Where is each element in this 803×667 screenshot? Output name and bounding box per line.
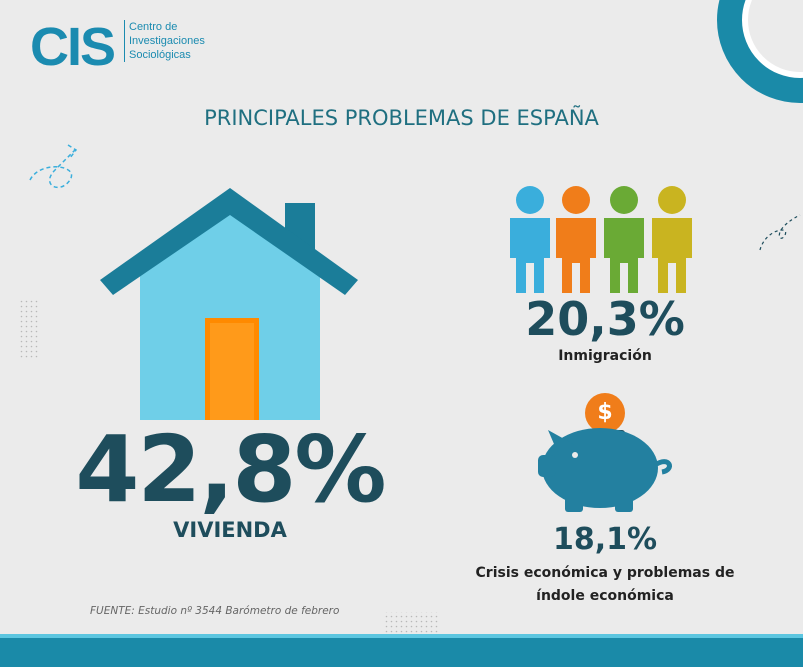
decor-ring bbox=[717, 0, 803, 103]
stat-value: 18,1% bbox=[552, 522, 658, 557]
title: PRINCIPALES PROBLEMAS DE ESPAÑA bbox=[204, 106, 599, 130]
decor-doodle bbox=[759, 214, 801, 251]
footer-bar bbox=[0, 638, 803, 667]
stat-label: Inmigración bbox=[558, 348, 652, 364]
source: FUENTE: Estudio nº 3544 Barómetro de feb… bbox=[90, 605, 340, 617]
decor-doodle bbox=[29, 144, 78, 189]
logo-text: Centro de Investigaciones Sociológicas bbox=[124, 20, 205, 62]
logo-acronym: CIS bbox=[30, 17, 116, 77]
coin-symbol: $ bbox=[597, 400, 613, 425]
decor-ring bbox=[742, 0, 803, 78]
people-icon bbox=[510, 186, 692, 293]
logo-line: Investigaciones bbox=[129, 35, 205, 47]
stat-label: VIVIENDA bbox=[173, 518, 287, 542]
footer-bar bbox=[0, 634, 803, 638]
decor-dots bbox=[20, 300, 440, 636]
logo-line: Sociológicas bbox=[129, 49, 191, 61]
stat-value: 20,3% bbox=[525, 292, 685, 346]
stat-value: 42,8% bbox=[75, 416, 386, 523]
stat-label: Crisis económica y problemas de índole e… bbox=[475, 565, 735, 604]
house-icon bbox=[100, 188, 358, 420]
piggy-icon bbox=[538, 393, 672, 512]
logo-line: Centro de bbox=[129, 21, 178, 33]
